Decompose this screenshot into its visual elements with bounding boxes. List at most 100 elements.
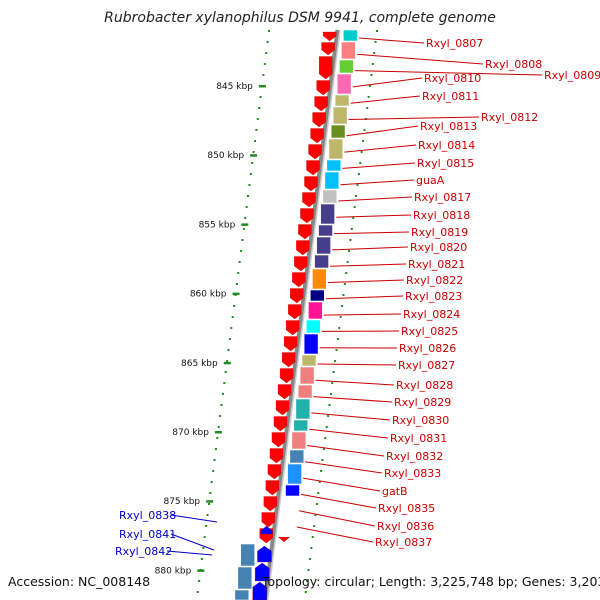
- guide-dot: [242, 228, 245, 230]
- guide-dot: [370, 74, 373, 76]
- forward-gene-arrow: [300, 208, 314, 224]
- guide-dot: [359, 162, 362, 164]
- guide-dot: [334, 360, 337, 362]
- gene-label-right: Rxyl_0826: [399, 342, 456, 355]
- guide-dot: [249, 173, 252, 175]
- guide-dot: [259, 96, 262, 98]
- gene-label-leader: [350, 95, 421, 104]
- forward-gene-arrow: [271, 432, 286, 448]
- gene-label-right: Rxyl_0837: [375, 536, 432, 549]
- guide-dot: [230, 327, 233, 329]
- gene-label-right: Rxyl_0820: [410, 241, 467, 254]
- cog-box: [287, 463, 302, 485]
- forward-gene-arrow: [316, 80, 330, 96]
- forward-gene-arrow: [273, 416, 288, 432]
- accession-text: Accession: NC_008148: [8, 574, 151, 589]
- gene-label-right: Rxyl_0833: [384, 467, 441, 480]
- tick-label: 850 kbp: [207, 151, 244, 161]
- gene-label-right: Rxyl_0823: [405, 290, 462, 303]
- gene-label-leader: [309, 428, 389, 439]
- forward-gene-arrow: [267, 464, 282, 480]
- gene-label-leader: [307, 445, 385, 457]
- guide-dot: [252, 151, 255, 153]
- gene-label-right: Rxyl_0832: [386, 450, 443, 463]
- forward-gene-arrow: [310, 128, 324, 144]
- guide-dot: [265, 52, 268, 54]
- reverse-gene-arrow: [255, 562, 270, 582]
- guide-dot: [248, 184, 251, 186]
- guide-dot: [321, 459, 324, 461]
- gene-label-right: Rxyl_0814: [418, 139, 475, 152]
- guide-dot: [217, 426, 220, 428]
- cog-box: [334, 94, 350, 107]
- gene-label-right: Rxyl_0811: [422, 90, 479, 103]
- gene-label-leader: [332, 246, 409, 251]
- tick-label: 875 kbp: [163, 497, 200, 507]
- guide-dot: [317, 492, 320, 494]
- gene-label-leader: [352, 77, 423, 88]
- gene-label-leader: [317, 363, 397, 366]
- gene-label-right: Rxyl_0830: [392, 414, 449, 427]
- guide-dot: [367, 96, 370, 98]
- gene-label-right: Rxyl_0809: [544, 69, 600, 82]
- cog-category-boxes: [234, 29, 358, 600]
- backbone-line: [263, 29, 341, 600]
- guide-dot: [221, 393, 224, 395]
- gene-label-right: Rxyl_0808: [485, 58, 542, 71]
- cog-box: [234, 589, 250, 600]
- gene-arrows: [252, 31, 337, 600]
- guide-dot: [203, 536, 206, 538]
- gene-label-leader: [338, 196, 413, 202]
- gene-label-leader: [325, 295, 404, 300]
- forward-gene-arrow: [290, 288, 304, 304]
- guide-dot: [245, 206, 248, 208]
- guide-dot: [339, 316, 342, 318]
- gene-label-right: Rxyl_0824: [403, 308, 460, 321]
- forward-gene-arrow: [308, 144, 322, 160]
- guide-dot: [348, 250, 351, 252]
- guide-dot: [360, 151, 363, 153]
- guide-dot: [307, 569, 310, 571]
- backbone-highlight: [266, 29, 341, 600]
- tick-label: 865 kbp: [181, 359, 218, 369]
- guide-dot: [200, 558, 203, 560]
- tick-label: 855 kbp: [199, 220, 236, 230]
- cog-box: [332, 106, 348, 125]
- cog-box: [299, 366, 315, 385]
- forward-gene-arrow: [302, 192, 316, 208]
- gene-label-right: gatB: [382, 485, 408, 498]
- guide-dot: [313, 525, 316, 527]
- gene-label-leader: [170, 514, 218, 523]
- forward-gene-arrow: [279, 368, 294, 384]
- kbp-ticks: 845 kbp 850 kbp 855 kbp 860 kbp 865 kbp 870 k…: [155, 82, 266, 576]
- gene-label-right: Rxyl_0831: [390, 432, 447, 445]
- forward-gene-arrow: [261, 512, 275, 528]
- tick-label: 880 kbp: [155, 566, 192, 576]
- forward-gene-arrow: [298, 224, 312, 240]
- guide-dot: [329, 393, 332, 395]
- guide-dot: [350, 228, 353, 230]
- guide-dot: [310, 547, 313, 549]
- cog-box: [330, 124, 346, 139]
- gene-label-leader: [334, 231, 410, 235]
- cog-box: [339, 59, 354, 74]
- reverse-gene-arrow: [252, 581, 267, 600]
- forward-gene-arrow: [292, 272, 306, 288]
- tick-mark: [250, 154, 258, 157]
- guide-dot: [357, 173, 360, 175]
- gene-label-right: Rxyl_0821: [408, 258, 465, 271]
- guide-dot: [356, 184, 359, 186]
- cog-box: [240, 543, 256, 567]
- guide-dot: [263, 63, 266, 65]
- guide-dot: [363, 129, 366, 131]
- gene-label-leader: [336, 214, 412, 218]
- guide-dot: [315, 503, 318, 505]
- gene-label-left: Rxyl_0841: [119, 528, 176, 541]
- guide-dot: [223, 382, 226, 384]
- cog-box: [293, 419, 309, 432]
- cog-box: [322, 189, 338, 204]
- gene-label-right: Rxyl_0817: [414, 191, 471, 204]
